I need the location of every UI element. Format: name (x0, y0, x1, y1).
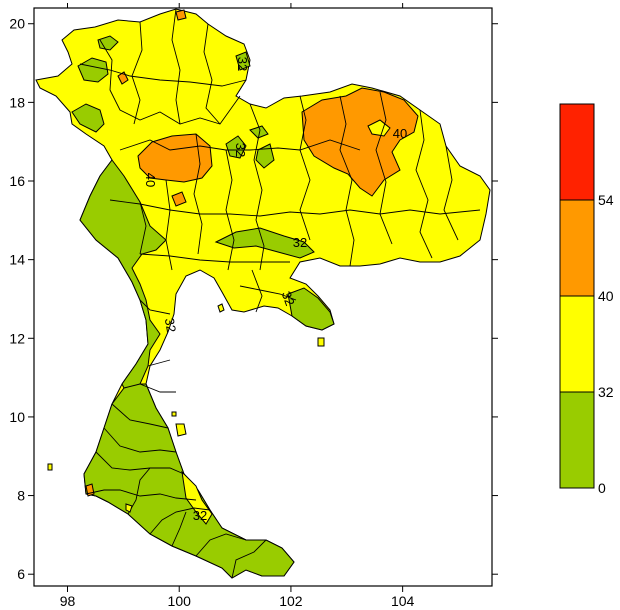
x-tick-label: 102 (279, 593, 303, 609)
y-axis: 6 8 10 12 14 16 18 20 (9, 16, 498, 582)
plot-frame (33, 7, 493, 587)
y-tick-label: 10 (9, 409, 25, 425)
legend-label: 54 (598, 192, 614, 208)
green-small-2 (255, 143, 275, 169)
y-tick-label: 14 (9, 252, 25, 268)
green-yellow-hole-south (181, 470, 213, 525)
y-tick-label: 18 (9, 94, 25, 110)
legend-label: 0 (598, 480, 606, 496)
green-southeast (287, 287, 335, 331)
green-small-1 (225, 135, 247, 159)
color-legend: 0 32 40 54 (559, 103, 614, 496)
contour-label: 32 (235, 57, 250, 71)
orange-spot-south (85, 483, 95, 497)
orange-spot-top (175, 9, 187, 21)
contour-label: 32 (279, 289, 298, 308)
legend-swatch (559, 391, 595, 489)
y-tick-label: 16 (9, 173, 25, 189)
green-top-left (97, 35, 119, 51)
x-tick-label: 100 (168, 593, 192, 609)
green-zones (71, 35, 335, 579)
y-tick-label: 12 (9, 330, 25, 346)
green-small-4 (235, 51, 251, 71)
contour-label: 32 (233, 143, 248, 157)
y-tick-label: 20 (9, 16, 25, 32)
y-tick-label: 6 (17, 566, 25, 582)
legend-swatch (559, 103, 595, 201)
green-small-3 (249, 125, 269, 139)
x-tick-label: 104 (391, 593, 415, 609)
orange-northeast (301, 87, 419, 197)
orange-small (171, 191, 187, 207)
orange-zones (85, 9, 419, 497)
islands (47, 303, 325, 513)
legend-label: 40 (598, 288, 614, 304)
green-west-coast (79, 159, 295, 579)
green-north-blob (77, 57, 109, 83)
green-northwest (71, 103, 105, 133)
contour-label: 32 (193, 508, 207, 523)
legend-swatch (559, 199, 595, 297)
legend-swatch (559, 295, 595, 393)
map-layer: 32 32 32 32 32 32 40 40 (35, 8, 491, 579)
contour-label: 40 (393, 126, 407, 141)
orange-central-north (137, 133, 213, 183)
province-boundaries (79, 8, 481, 579)
green-center-band (214, 227, 315, 259)
x-axis: 98 100 102 104 (60, 3, 415, 609)
contour-labels: 32 32 32 32 32 32 40 40 (143, 57, 407, 523)
contour-label: 40 (143, 173, 158, 187)
contour-label: 32 (162, 317, 179, 334)
x-tick-label: 98 (60, 593, 76, 609)
contour-label: 32 (293, 235, 307, 250)
y-tick-label: 8 (17, 488, 25, 504)
legend-label: 32 (598, 384, 614, 400)
